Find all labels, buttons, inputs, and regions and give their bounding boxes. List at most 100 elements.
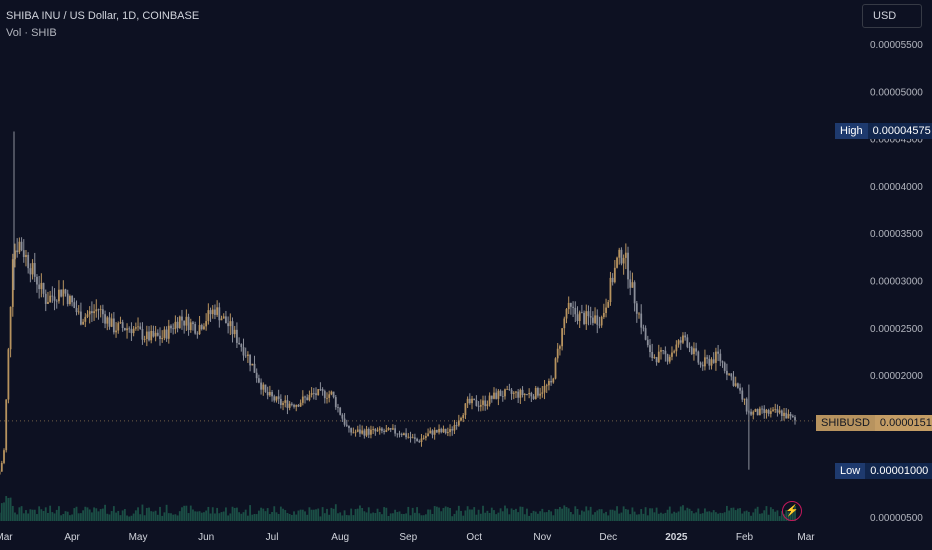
volume-bar bbox=[326, 508, 328, 521]
candle-body bbox=[361, 430, 364, 434]
candle-body bbox=[47, 301, 49, 304]
candle-body bbox=[785, 412, 788, 419]
candle-body bbox=[420, 438, 423, 443]
candle-body bbox=[741, 390, 744, 400]
volume-bar bbox=[345, 515, 348, 521]
volume-bar bbox=[88, 509, 91, 521]
candle-body bbox=[350, 428, 353, 433]
candle-body bbox=[139, 326, 142, 330]
candle-body bbox=[185, 316, 188, 326]
candle-body bbox=[787, 414, 790, 419]
volume-bar bbox=[299, 509, 302, 521]
volume-bar bbox=[517, 512, 520, 521]
x-tick-label: Apr bbox=[64, 532, 80, 543]
volume-bar bbox=[312, 509, 315, 521]
candle-body bbox=[62, 289, 65, 297]
volume-bar bbox=[284, 510, 287, 521]
volume-bar bbox=[143, 515, 146, 521]
high-value: 0.00004575 bbox=[867, 123, 932, 139]
candle-body bbox=[490, 395, 493, 399]
candle-body bbox=[677, 340, 680, 345]
volume-bar bbox=[591, 514, 594, 521]
volume-bar bbox=[466, 506, 469, 521]
volume-bar bbox=[273, 506, 276, 521]
candle-body bbox=[376, 430, 379, 432]
candle-body bbox=[442, 428, 445, 433]
candle-body bbox=[589, 316, 592, 318]
volume-bar bbox=[519, 506, 522, 521]
volume-bar bbox=[477, 509, 480, 521]
volume-bar bbox=[706, 511, 709, 521]
volume-bar bbox=[521, 506, 524, 521]
candle-body bbox=[519, 389, 522, 398]
volume-bar bbox=[354, 509, 357, 521]
candle-body bbox=[22, 250, 25, 258]
volume-bar bbox=[27, 513, 30, 521]
candle-body bbox=[161, 337, 164, 339]
volume-bar bbox=[662, 513, 665, 521]
candle-body bbox=[591, 317, 594, 323]
lightning-icon[interactable]: ⚡ bbox=[782, 501, 802, 521]
candle-body bbox=[523, 394, 526, 396]
candle-body bbox=[0, 471, 1, 475]
candle-body bbox=[774, 409, 777, 411]
candle-body bbox=[290, 403, 293, 405]
candle-body bbox=[750, 411, 752, 415]
volume-bar bbox=[468, 509, 471, 521]
candle-body bbox=[174, 321, 177, 330]
volume-bar bbox=[214, 513, 216, 521]
candle-body bbox=[90, 311, 93, 314]
symbol-label: SHIBUSD bbox=[816, 415, 875, 431]
candle-body bbox=[653, 357, 656, 358]
volume-bar bbox=[745, 510, 748, 521]
candle-body bbox=[460, 417, 462, 421]
volume-bar bbox=[240, 513, 243, 521]
volume-bar bbox=[170, 513, 172, 521]
volume-bar bbox=[183, 505, 186, 521]
volume-bar bbox=[431, 513, 434, 521]
currency-button[interactable]: USD bbox=[862, 4, 922, 28]
volume-bar bbox=[62, 513, 65, 521]
x-tick-label: Mar bbox=[0, 532, 13, 543]
candle-body bbox=[431, 430, 434, 435]
volume-bar bbox=[332, 508, 335, 521]
candle-body bbox=[365, 428, 368, 436]
candle-body bbox=[312, 393, 315, 394]
volume-bar bbox=[719, 512, 722, 521]
candle-body bbox=[49, 295, 52, 302]
volume-indicator-label[interactable]: Vol · SHIB bbox=[6, 27, 57, 39]
volume-bar bbox=[453, 513, 456, 521]
candle-body bbox=[556, 348, 559, 359]
volume-bar bbox=[132, 513, 135, 521]
candle-body bbox=[554, 358, 557, 379]
candle-body bbox=[200, 325, 203, 330]
candle-body bbox=[130, 329, 133, 334]
candle-body bbox=[299, 402, 302, 407]
volume-bar bbox=[600, 509, 603, 521]
candle-body bbox=[345, 424, 348, 426]
volume-bar bbox=[508, 514, 511, 521]
candle-body bbox=[725, 370, 728, 375]
volume-bar bbox=[451, 516, 454, 521]
volume-bar bbox=[99, 509, 102, 521]
candle-body bbox=[123, 328, 126, 331]
candle-body bbox=[242, 347, 245, 356]
candle-body bbox=[403, 433, 405, 436]
candle-body bbox=[446, 432, 449, 434]
volume-bar bbox=[420, 515, 423, 521]
volume-bar bbox=[651, 508, 654, 521]
candle-body bbox=[134, 327, 137, 329]
candle-body bbox=[9, 306, 12, 350]
candle-body bbox=[38, 284, 41, 290]
volume-bar bbox=[112, 506, 115, 521]
volume-bar bbox=[499, 508, 502, 521]
volume-bar bbox=[330, 507, 333, 521]
candle-body bbox=[721, 361, 724, 363]
volume-bar bbox=[126, 515, 128, 521]
volume-bar bbox=[119, 515, 122, 521]
volume-bar bbox=[776, 510, 779, 521]
candle-body bbox=[657, 351, 660, 363]
candle-body bbox=[359, 429, 361, 434]
volume-bar bbox=[106, 513, 109, 521]
